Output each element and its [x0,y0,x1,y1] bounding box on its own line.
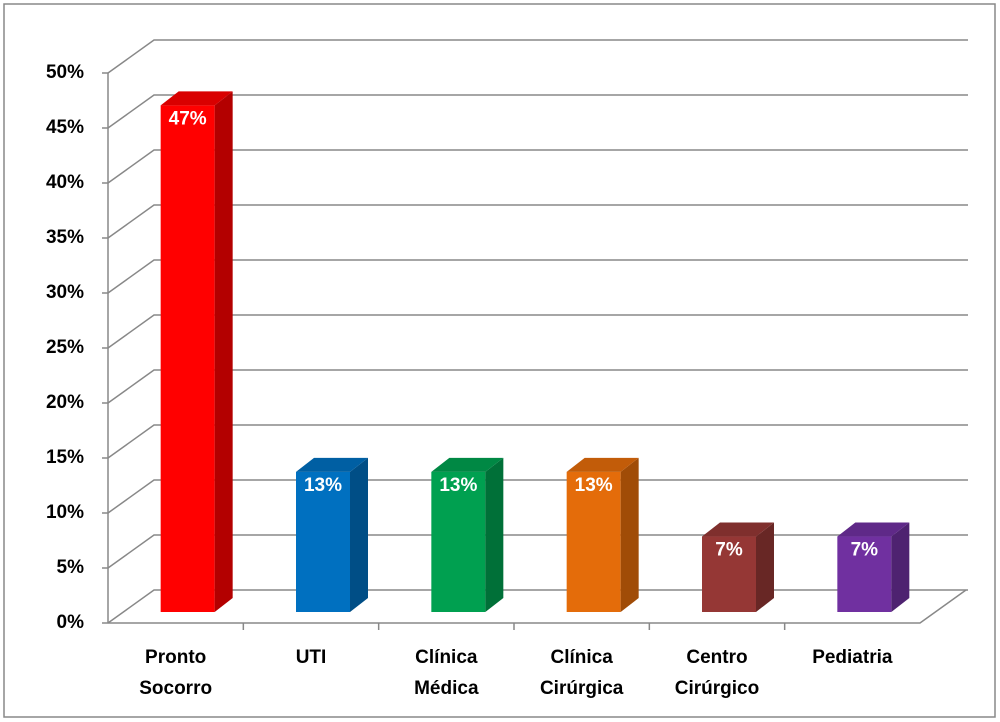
y-tick-label: 50% [46,62,84,83]
value-label: 7% [715,540,743,561]
y-tick-label: 20% [46,392,84,413]
bar-front [296,471,350,612]
bar-side [350,457,368,612]
x-tick-label: Pediatria [812,647,893,668]
grid-line [107,424,968,459]
bar-top [702,522,774,537]
bar [296,457,368,612]
bar [160,91,233,613]
bar-side [756,522,774,612]
grid-line [107,204,968,239]
y-tick-label: 0% [57,612,85,633]
grid-line [107,149,968,184]
value-label: 13% [439,475,477,496]
bar-side [214,91,233,613]
value-label: 13% [575,475,613,496]
grid-line [107,479,968,514]
grid-line [107,369,968,404]
bar [702,522,774,612]
bar-side [891,522,910,612]
bar-top [837,522,910,537]
y-tick-label: 35% [46,227,84,248]
bar-front [837,536,892,612]
y-tick-label: 10% [46,502,84,523]
grid-line [107,314,968,349]
x-tick-label: Centro Cirúrgico [675,647,759,699]
y-tick-label: 45% [46,117,84,138]
value-label: 7% [851,540,879,561]
grid-line [107,94,968,129]
x-tick-label: UTI [296,647,327,668]
bar-side [620,457,639,612]
bar-top [431,457,504,472]
bar [837,522,910,612]
y-tick-label: 40% [46,172,84,193]
bar [431,457,504,612]
y-tick-label: 15% [46,447,84,468]
bar-side [485,457,504,612]
grid-line [107,534,968,569]
bar-front [160,105,215,612]
grid-line [107,589,968,624]
grid-line [107,39,968,74]
x-tick-label: Clínica Médica [414,647,479,699]
bar-front [431,471,486,612]
value-label: 13% [304,475,342,496]
y-tick-label: 30% [46,282,84,303]
grid-line [107,259,968,294]
bar-top [160,91,233,106]
y-tick-label: 25% [46,337,84,358]
bar-top [566,457,639,472]
bar-front [702,536,756,612]
x-tick-label: Pronto Socorro [139,647,212,699]
bar-front [566,471,621,612]
value-label: 47% [169,108,207,129]
y-tick-label: 5% [57,557,85,578]
bar [566,457,639,612]
x-tick-label: Clínica Cirúrgica [540,647,624,699]
bar-top [296,457,368,472]
